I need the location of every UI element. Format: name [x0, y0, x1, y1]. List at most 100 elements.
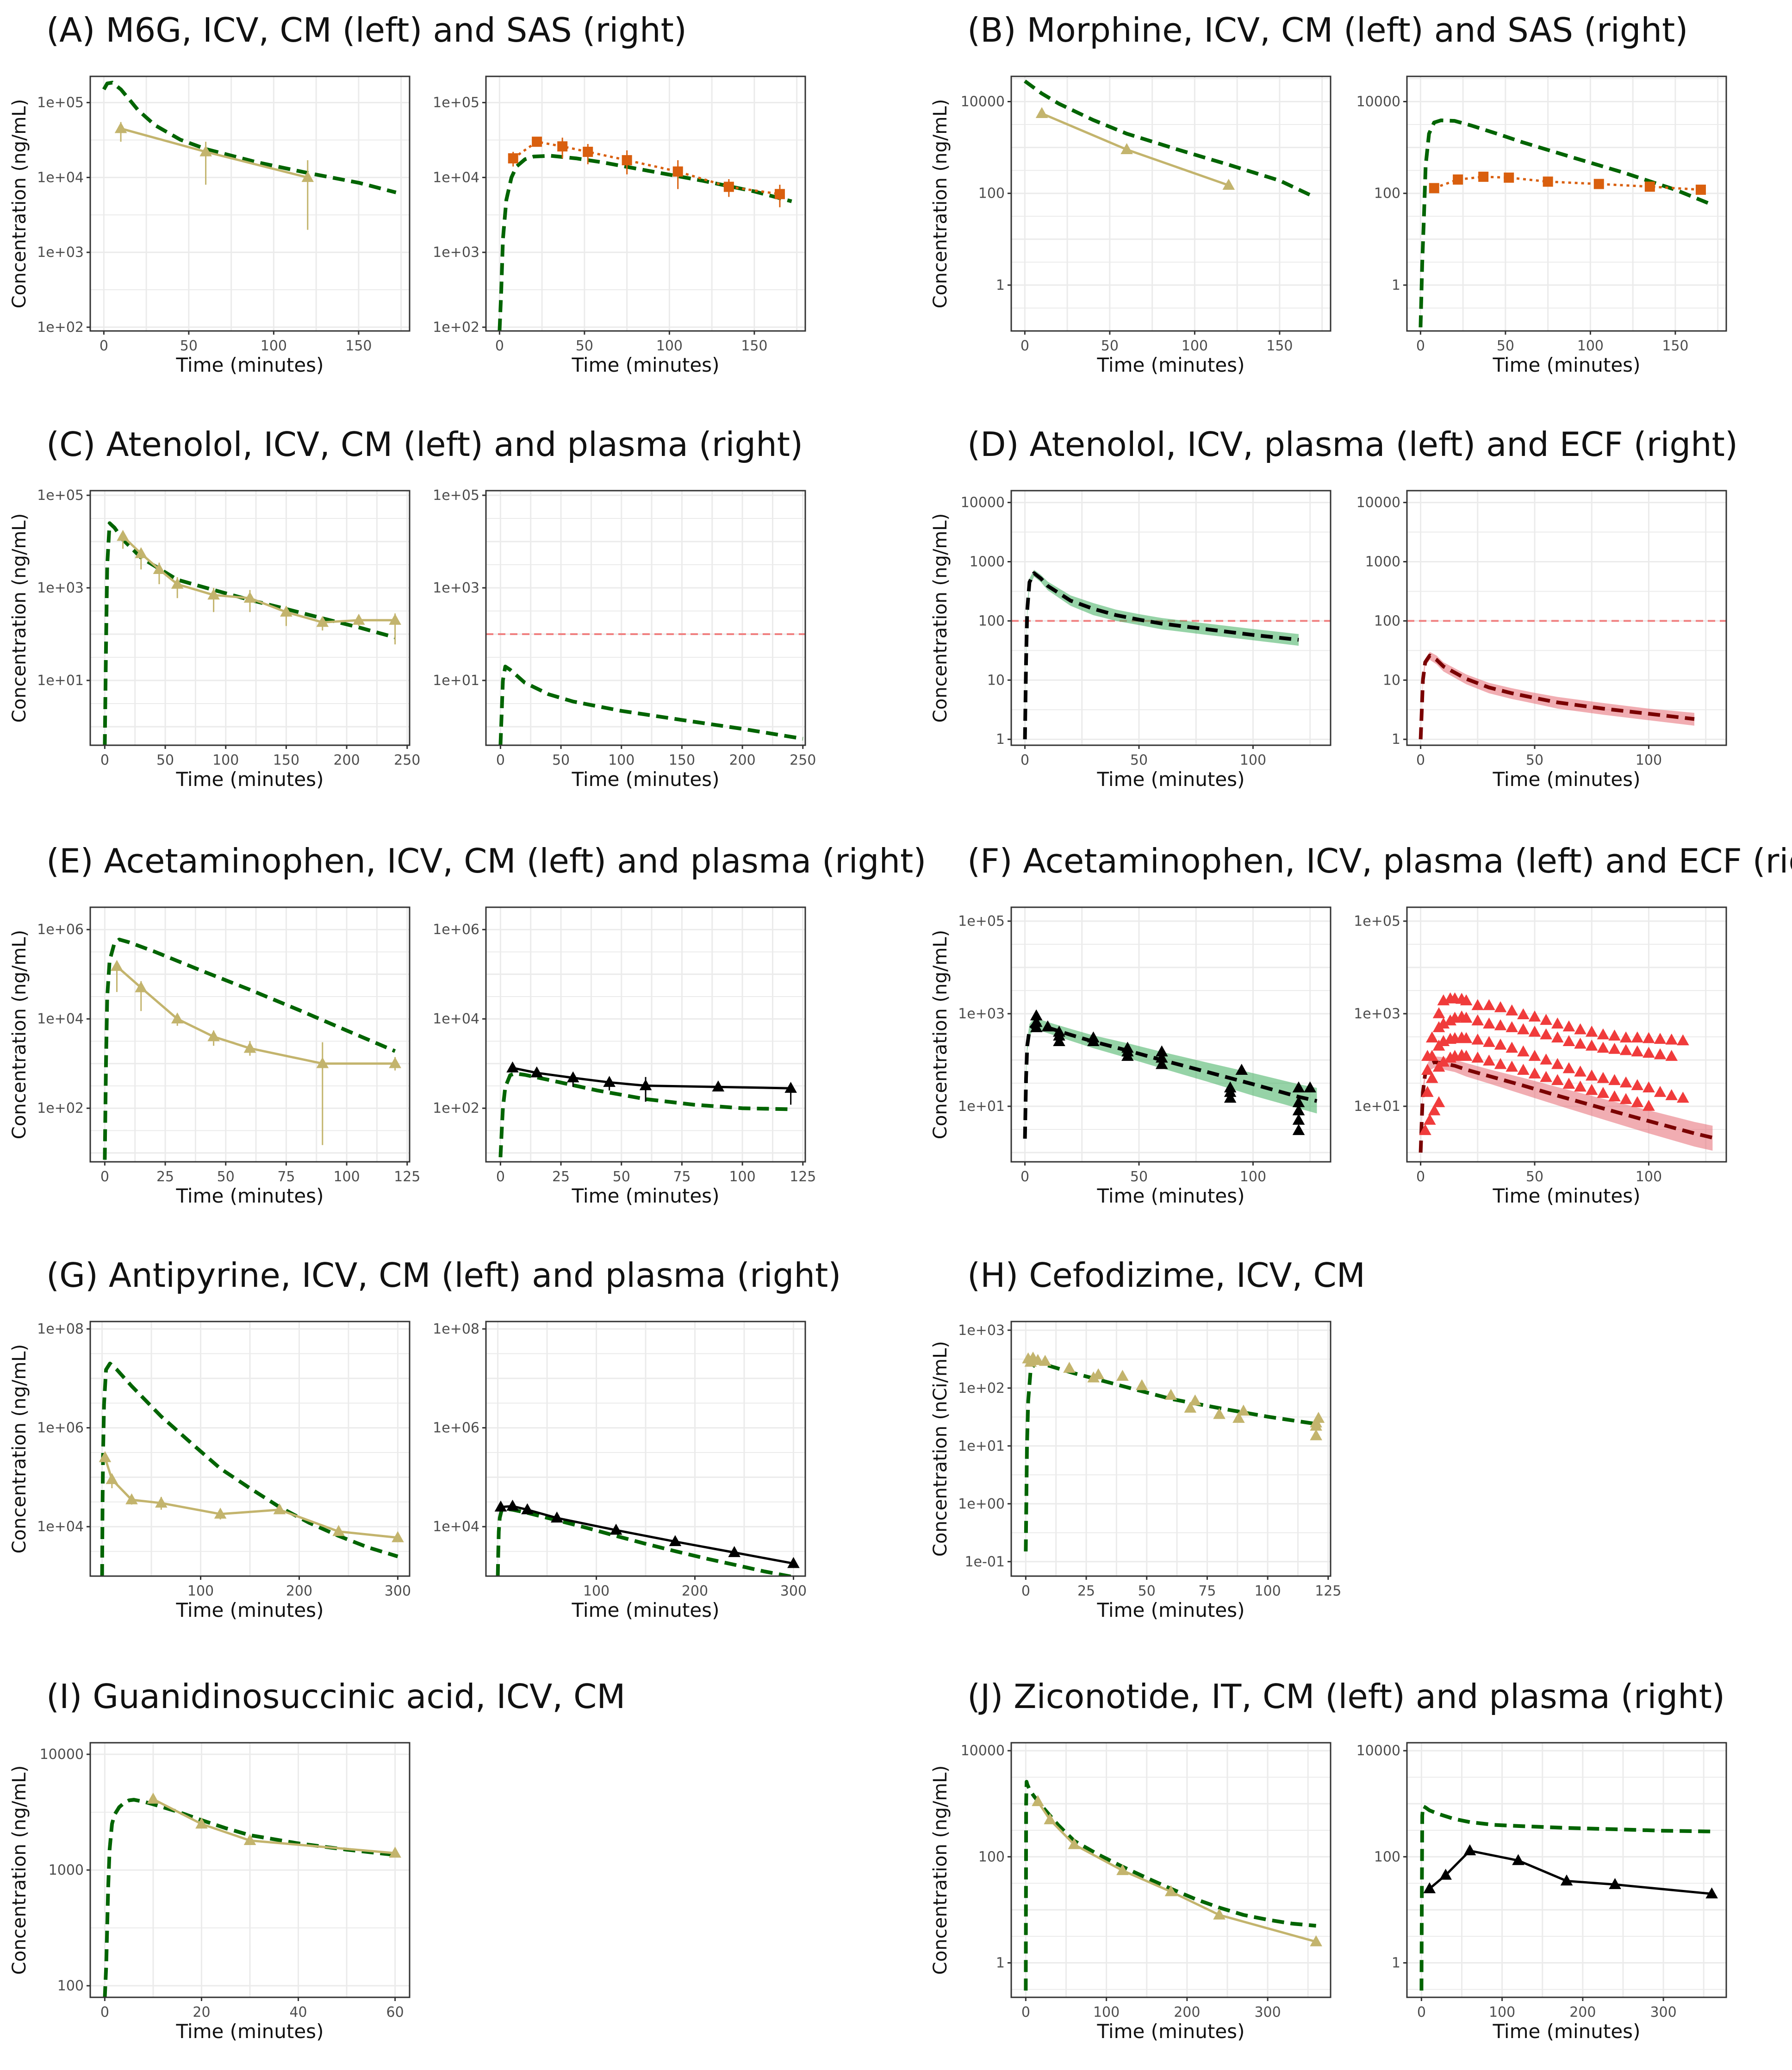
data-point — [1063, 1361, 1076, 1373]
y-tick-label: 1e+02 — [37, 1100, 84, 1116]
data-point — [557, 141, 568, 152]
panel-e: (E) Acetaminophen, ICV, CM (left) and pl… — [9, 842, 926, 1207]
series-layer — [103, 937, 401, 1160]
gridlines — [90, 491, 410, 745]
x-tick-label: 0 — [1416, 338, 1425, 354]
data-point — [1032, 1354, 1044, 1365]
x-tick-label: 50 — [576, 338, 593, 354]
data-point — [1654, 1048, 1667, 1060]
x-tick-label: 300 — [1254, 2004, 1281, 2020]
data-point — [125, 1493, 138, 1504]
subplot-right: 1e+02 1e+03 1e+04 1e+05 0 50 100 150 Time (minut… — [433, 75, 806, 376]
panel-title: (I) Guanidinosuccinic acid, ICV, CM — [46, 1677, 625, 1716]
data-point — [389, 1057, 401, 1068]
data-point — [530, 1066, 543, 1078]
data-point — [1423, 1882, 1436, 1894]
data-point — [1032, 1795, 1044, 1806]
y-tick-label: 1e+02 — [958, 1380, 1005, 1397]
data-point — [1551, 1017, 1564, 1029]
y-tick-label: 1e-01 — [964, 1554, 1005, 1570]
x-tick-label: 125 — [790, 1169, 816, 1185]
y-tick-label: 1e+06 — [433, 922, 479, 938]
data-point — [1188, 1394, 1201, 1406]
x-tick-label: 60 — [386, 2004, 404, 2020]
x-tick-label: 0 — [495, 338, 504, 354]
data-point — [243, 592, 256, 603]
panel-title: (F) Acetaminophen, ICV, plasma (left) an… — [967, 842, 1792, 880]
subplot-right: 1e+01 1e+03 1e+05 0 50 100 150 200 250 Time (minu… — [433, 487, 816, 791]
data-point — [1421, 1064, 1434, 1075]
data-point — [1540, 1014, 1552, 1025]
x-tick-label: 50 — [1526, 1169, 1543, 1185]
data-point — [1437, 1017, 1450, 1029]
data-point — [774, 189, 785, 200]
data-point — [1551, 1031, 1564, 1043]
y-tick-label: 1e+06 — [37, 1420, 84, 1436]
y-tick-label: 1e+03 — [958, 1322, 1005, 1339]
data-point — [273, 1503, 286, 1515]
plot-border — [485, 1321, 806, 1577]
observed-line — [152, 1798, 395, 1854]
x-tick-label: 50 — [180, 338, 198, 354]
data-point — [1053, 1035, 1065, 1047]
y-tick-label: 10000 — [1356, 94, 1400, 110]
data-point — [1429, 183, 1439, 193]
panel-d: (D) Atenolol, ICV, plasma (left) and ECF… — [930, 425, 1738, 791]
data-point — [583, 146, 593, 157]
plot-border — [1010, 75, 1332, 332]
x-tick-label: 20 — [193, 2004, 210, 2020]
x-tick-label: 50 — [156, 752, 174, 768]
series-layer — [103, 1792, 401, 1997]
confidence-band — [1420, 652, 1694, 740]
data-point — [610, 1523, 622, 1535]
y-axis-label: Concentration (ng/mL) — [9, 1765, 30, 1975]
data-point — [1574, 1023, 1587, 1035]
x-tick-label: 50 — [613, 1169, 630, 1185]
data-point — [672, 166, 683, 177]
panel-title: (G) Antipyrine, ICV, CM (left) and plasm… — [46, 1256, 841, 1295]
data-point — [1705, 1887, 1718, 1899]
data-point — [1506, 1004, 1518, 1016]
panel-j: (J) Ziconotide, IT, CM (left) and plasma… — [930, 1677, 1727, 2043]
data-point — [1574, 1065, 1587, 1077]
data-point — [1471, 1051, 1484, 1063]
data-point — [1631, 1079, 1644, 1091]
data-point — [1432, 1007, 1445, 1018]
y-tick-label: 1e+03 — [37, 580, 84, 596]
x-tick-label: 200 — [682, 1583, 708, 1599]
data-point — [1631, 1096, 1644, 1107]
y-tick-label: 10000 — [961, 1743, 1005, 1759]
subplot-right: 1 100 10000 0 50 100 150 Time (minutes) — [1356, 75, 1727, 376]
y-axis-label: Concentration (ng/mL) — [9, 930, 30, 1139]
x-tick-label: 100 — [1182, 338, 1208, 354]
y-tick-label: 1 — [996, 277, 1005, 293]
data-point — [1585, 1084, 1598, 1095]
y-tick-label: 1 — [996, 731, 1005, 748]
y-tick-label: 1e+04 — [433, 1011, 479, 1027]
data-point — [1517, 1008, 1530, 1020]
data-point — [1506, 1060, 1518, 1072]
plot-area — [1407, 76, 1726, 331]
x-axis-label: Time (minutes) — [1097, 354, 1245, 376]
x-tick-label: 100 — [1489, 2004, 1515, 2020]
x-axis-label: Time (minutes) — [1493, 768, 1641, 791]
y-tick-label: 1e+02 — [433, 1100, 479, 1116]
data-point — [199, 145, 212, 156]
data-point — [1460, 994, 1473, 1005]
data-point — [1517, 1023, 1530, 1035]
y-tick-label: 1e+05 — [37, 95, 84, 111]
y-tick-label: 1e+04 — [433, 169, 479, 186]
data-point — [1540, 1028, 1552, 1040]
data-point — [1608, 1029, 1621, 1041]
subplot-left: 100 1000 10000 0 20 40 60 Time (minutes) Concent… — [9, 1742, 411, 2043]
data-point — [301, 171, 314, 182]
y-tick-label: 1e+04 — [433, 1519, 479, 1535]
gridlines — [486, 1322, 805, 1577]
x-tick-label: 75 — [673, 1169, 691, 1185]
gridlines — [1011, 76, 1331, 332]
y-tick-label: 100 — [978, 186, 1005, 202]
data-point — [1428, 1104, 1441, 1116]
data-point — [106, 1473, 118, 1484]
model-line — [1023, 1022, 1318, 1139]
